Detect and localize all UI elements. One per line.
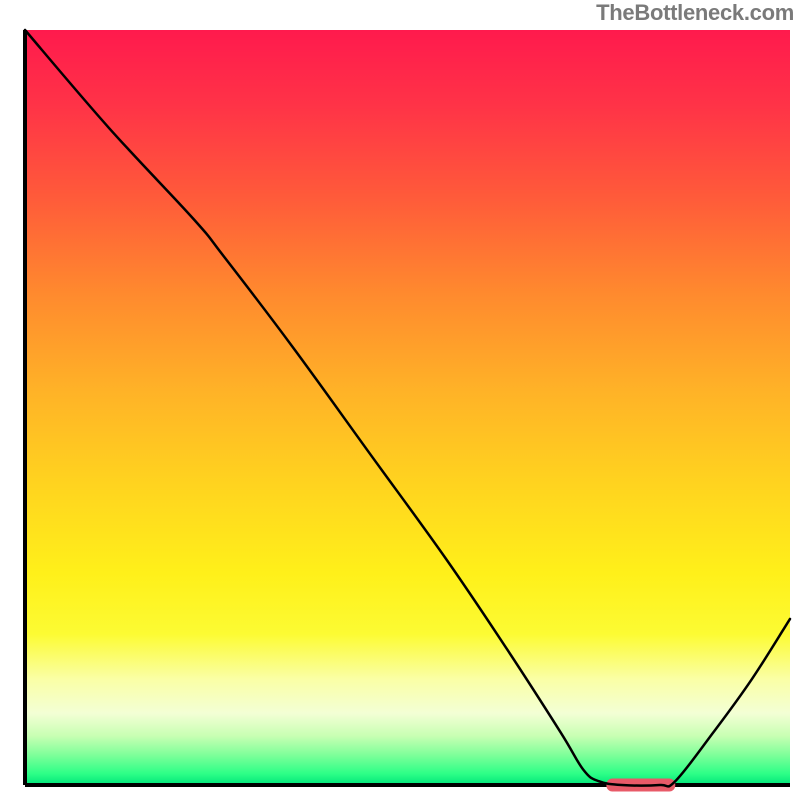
chart-svg	[0, 0, 800, 800]
bottleneck-chart: TheBottleneck.com	[0, 0, 800, 800]
watermark-text: TheBottleneck.com	[596, 0, 794, 26]
chart-background	[25, 30, 790, 785]
